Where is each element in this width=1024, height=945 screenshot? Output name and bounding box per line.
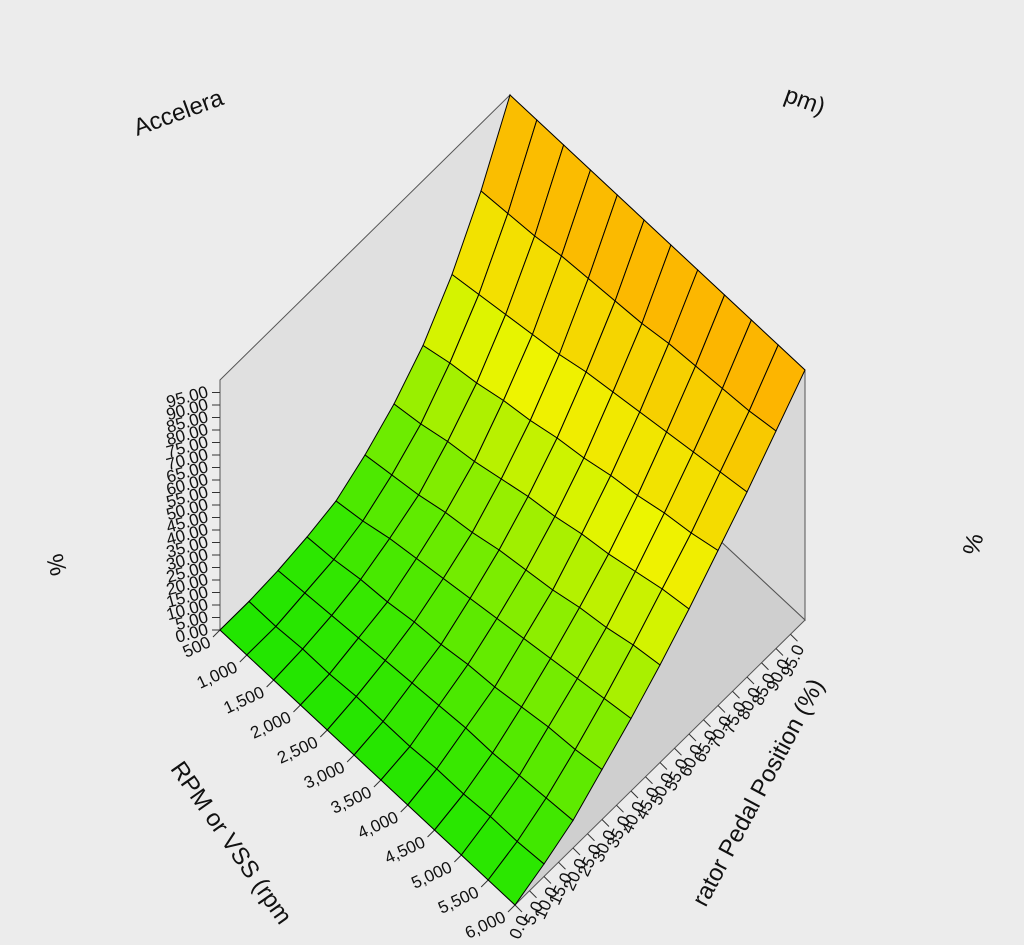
y-tick	[717, 705, 726, 713]
x-tick	[400, 804, 409, 813]
x-tick	[507, 904, 516, 913]
y-tick	[732, 690, 740, 699]
y-tick	[601, 819, 610, 827]
y-tick	[558, 861, 566, 870]
y-tick	[543, 876, 552, 884]
y-tick	[761, 662, 769, 671]
y-tick	[790, 633, 798, 642]
x-tick	[454, 854, 462, 863]
x-tick	[480, 879, 489, 888]
y-tick	[645, 776, 653, 785]
y-tick	[688, 733, 697, 742]
x-tick	[293, 704, 301, 713]
y-tick	[659, 762, 668, 770]
y-tick	[514, 904, 523, 913]
x-tick	[319, 729, 328, 738]
y-tick	[775, 648, 784, 656]
surface-cell	[487, 840, 545, 906]
y-tick	[529, 890, 537, 899]
y-tick	[746, 676, 755, 685]
x-tick	[212, 629, 221, 638]
y-tick	[674, 747, 682, 756]
y-tick	[616, 804, 624, 813]
y-tick	[572, 847, 581, 856]
x-tick	[266, 679, 274, 688]
y-tick	[630, 790, 639, 799]
x-tick	[427, 829, 435, 838]
x-tick	[373, 779, 382, 788]
y-tick	[587, 833, 595, 842]
x-tick	[346, 754, 355, 763]
y-tick	[703, 719, 711, 728]
x-tick	[239, 654, 248, 663]
